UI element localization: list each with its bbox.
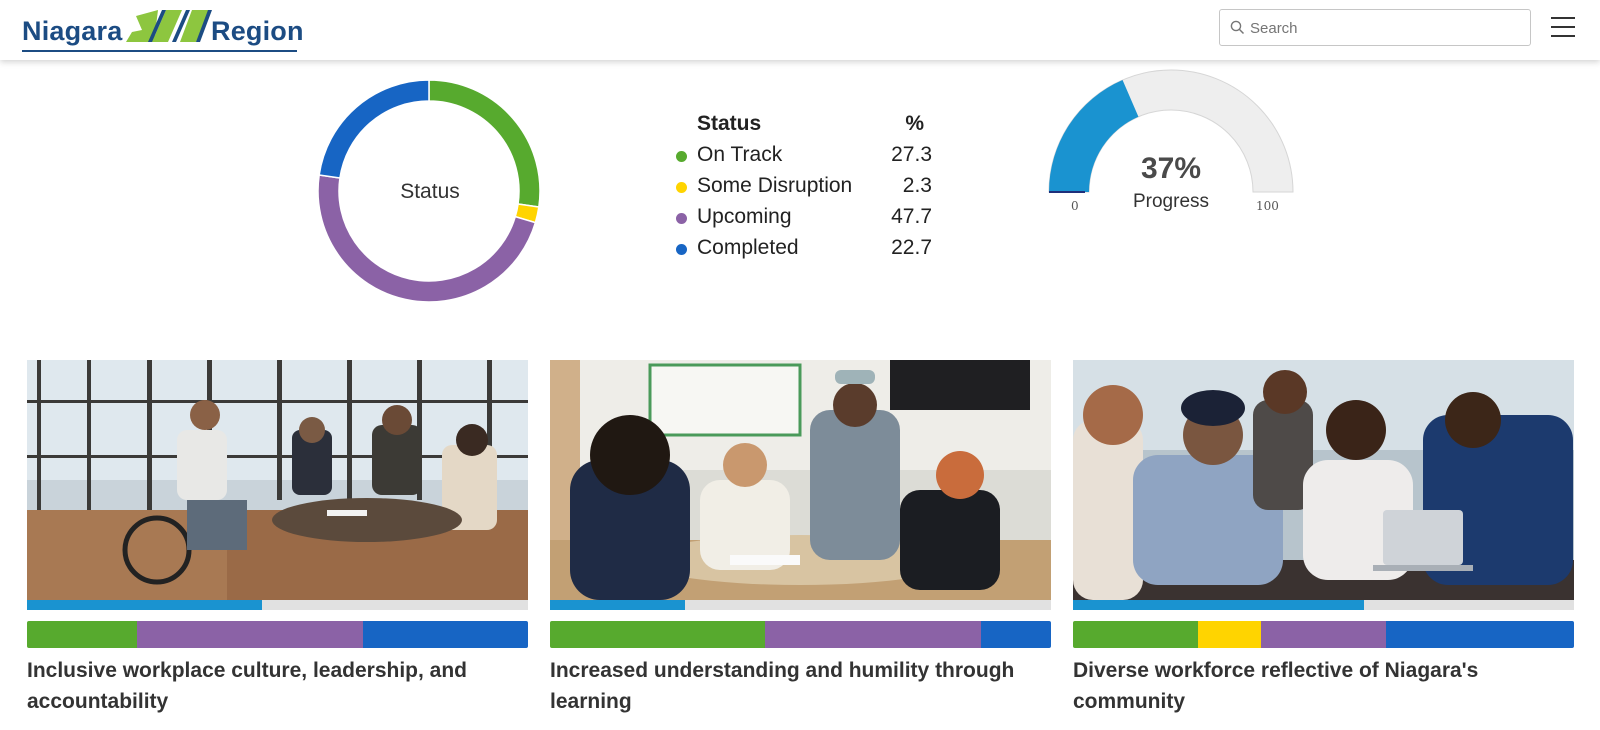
card-status-bar	[1073, 621, 1574, 648]
card-progress-fill	[1073, 600, 1364, 610]
donut-center-label: Status	[400, 180, 460, 203]
menu-icon-line	[1551, 26, 1575, 28]
card-progress-bar	[550, 600, 1051, 610]
status-segment-on-track	[27, 621, 138, 648]
progress-gauge	[1048, 69, 1294, 193]
legend-value: 27.3	[891, 143, 932, 166]
legend-label: Completed	[697, 236, 799, 259]
search-input[interactable]	[1250, 16, 1520, 40]
goal-card[interactable]: Inclusive workplace culture, leadership,…	[27, 360, 528, 730]
legend-row-some-disruption: Some Disruption 2.3	[672, 174, 932, 200]
status-segment-upcoming	[765, 621, 981, 648]
status-donut-chart: Status	[317, 79, 541, 303]
card-photo	[550, 360, 1051, 600]
logo-underline	[22, 50, 297, 52]
donut-segment-completed[interactable]	[318, 79, 430, 179]
gauge-fill	[1049, 80, 1139, 192]
upcoming-dot	[676, 213, 687, 224]
card-title[interactable]: Increased understanding and humility thr…	[550, 659, 1015, 713]
card-progress-fill	[550, 600, 686, 610]
logo-stripes-icon	[126, 10, 212, 42]
card-progress-bar	[1073, 600, 1574, 610]
legend-label: Some Disruption	[697, 174, 853, 197]
gauge-percent-value: 37%	[1140, 152, 1202, 185]
legend-row-upcoming: Upcoming 47.7	[672, 205, 932, 231]
menu-icon-line	[1551, 35, 1575, 37]
legend-header-percent: %	[905, 112, 924, 135]
search-box[interactable]	[1219, 9, 1531, 46]
gauge-max-label: 100	[1256, 199, 1279, 213]
status-segment-completed	[362, 621, 528, 648]
goal-card[interactable]: Increased understanding and humility thr…	[550, 360, 1051, 730]
card-progress-fill	[27, 600, 263, 610]
gauge-min-label: 0	[1071, 199, 1079, 213]
legend-value: 2.3	[902, 174, 932, 197]
status-segment-upcoming	[137, 621, 363, 648]
hamburger-menu-button[interactable]	[1551, 15, 1577, 39]
on-track-dot	[676, 151, 687, 162]
site-header: Niagara Region	[0, 0, 1600, 60]
some-disruption-dot	[676, 182, 687, 193]
completed-dot	[676, 244, 687, 255]
menu-icon-line	[1551, 17, 1575, 19]
logo-word-left: Niagara	[22, 16, 123, 46]
legend-value: 47.7	[891, 205, 932, 228]
legend-label: On Track	[697, 143, 783, 166]
card-title[interactable]: Diverse workforce reflective of Niagara'…	[1073, 659, 1479, 713]
diverse-team-photo	[1073, 360, 1574, 600]
card-status-bar	[550, 621, 1051, 648]
goal-card[interactable]: Diverse workforce reflective of Niagara'…	[1073, 360, 1574, 730]
card-status-bar	[27, 621, 528, 648]
niagara-region-logo[interactable]: Niagara Region	[22, 8, 304, 52]
card-photo	[27, 360, 528, 600]
legend-label: Upcoming	[697, 205, 792, 228]
gauge-label: Progress	[1132, 191, 1210, 212]
card-photo	[1073, 360, 1574, 600]
classroom-learning-photo	[550, 360, 1051, 600]
status-segment-some-disruption	[1198, 621, 1261, 648]
status-segment-completed	[1386, 621, 1574, 648]
status-segment-upcoming	[1260, 621, 1387, 648]
search-icon	[1230, 20, 1245, 35]
legend-header-row: Status %	[672, 112, 932, 138]
card-title[interactable]: Inclusive workplace culture, leadership,…	[27, 659, 467, 713]
legend-header-status: Status	[697, 112, 762, 135]
status-segment-on-track	[550, 621, 766, 648]
card-progress-bar	[27, 600, 528, 610]
office-meeting-photo	[27, 360, 528, 600]
status-segment-on-track	[1073, 621, 1199, 648]
logo-word-right: Region	[211, 16, 304, 46]
legend-row-completed: Completed 22.7	[672, 236, 932, 262]
legend-row-on-track: On Track 27.3	[672, 143, 932, 169]
status-segment-completed	[980, 621, 1051, 648]
legend-value: 22.7	[891, 236, 932, 259]
